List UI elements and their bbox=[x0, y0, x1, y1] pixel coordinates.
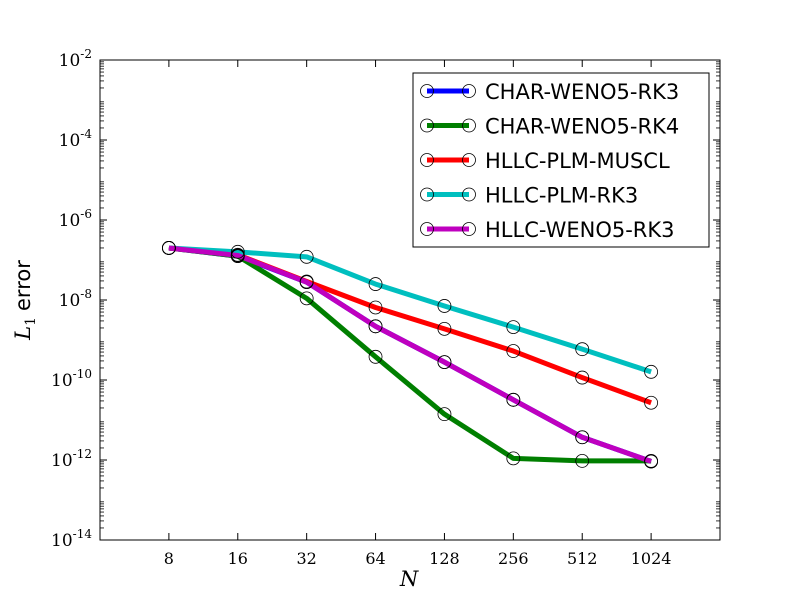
data-point bbox=[575, 430, 590, 445]
data-point bbox=[299, 291, 314, 306]
x-tick-label: 8 bbox=[164, 549, 174, 568]
legend-marker bbox=[462, 222, 476, 236]
data-point bbox=[644, 395, 659, 410]
data-point bbox=[575, 370, 590, 385]
legend-label: CHAR-WENO5-RK3 bbox=[485, 80, 679, 104]
x-tick-label: 64 bbox=[365, 549, 385, 568]
series-line bbox=[168, 245, 652, 464]
data-point bbox=[506, 320, 521, 335]
x-tick-label: 32 bbox=[296, 549, 316, 568]
data-point bbox=[506, 344, 521, 358]
series-line bbox=[168, 245, 652, 375]
data-point bbox=[299, 275, 314, 290]
data-point bbox=[368, 349, 383, 364]
y-tick-label: 10-12 bbox=[51, 447, 92, 471]
data-point bbox=[230, 244, 245, 259]
series-char-weno5-rk4 bbox=[168, 245, 652, 464]
data-point bbox=[506, 392, 521, 407]
data-point bbox=[644, 364, 659, 379]
data-point bbox=[299, 249, 314, 264]
data-point bbox=[644, 454, 659, 469]
y-tick-label: 10-14 bbox=[51, 527, 92, 551]
data-point bbox=[368, 300, 383, 315]
y-tick-label: 10-2 bbox=[59, 47, 92, 71]
legend-label: CHAR-WENO5-RK4 bbox=[485, 115, 679, 139]
y-tick-label: 10-4 bbox=[59, 127, 93, 151]
data-point bbox=[437, 355, 452, 370]
legend-marker bbox=[420, 187, 434, 202]
data-point bbox=[575, 342, 590, 357]
y-tick-label: 10-10 bbox=[51, 367, 92, 391]
legend-label: HLLC-WENO5-RK3 bbox=[485, 218, 675, 242]
data-point bbox=[575, 453, 590, 468]
data-point bbox=[230, 248, 245, 263]
legend-marker bbox=[462, 118, 476, 133]
y-tick-label: 10-6 bbox=[59, 207, 92, 231]
legend-marker bbox=[462, 153, 476, 167]
data-point bbox=[368, 277, 383, 291]
y-axis-label-sub: 1 bbox=[23, 317, 39, 326]
x-tick-label: 256 bbox=[498, 549, 529, 568]
legend-entry: HLLC-PLM-RK3 bbox=[420, 184, 638, 208]
legend-marker bbox=[420, 84, 434, 98]
legend-entry: CHAR-WENO5-RK4 bbox=[420, 115, 679, 139]
legend-label: HLLC-PLM-RK3 bbox=[485, 184, 638, 208]
legend-marker bbox=[420, 118, 434, 133]
series-layer bbox=[161, 241, 659, 469]
x-tick-label: 128 bbox=[429, 549, 460, 568]
markers-hllc-weno5-rk3 bbox=[161, 241, 659, 469]
data-point bbox=[437, 407, 452, 422]
data-point bbox=[437, 299, 452, 313]
data-point bbox=[437, 321, 452, 336]
series-line bbox=[168, 245, 652, 464]
legend-marker bbox=[420, 222, 434, 236]
data-point bbox=[161, 241, 176, 255]
legend-marker bbox=[420, 153, 434, 167]
legend-entry: HLLC-PLM-MUSCL bbox=[420, 149, 670, 173]
y-axis-label: L1 error bbox=[11, 260, 39, 341]
y-axis-label-main: L bbox=[11, 326, 35, 341]
x-tick-label: 16 bbox=[228, 549, 248, 568]
x-tick-label: 1024 bbox=[631, 549, 672, 568]
legend-entry: CHAR-WENO5-RK3 bbox=[420, 80, 679, 104]
legend-entry: HLLC-WENO5-RK3 bbox=[420, 218, 675, 242]
legend-label: HLLC-PLM-MUSCL bbox=[485, 149, 670, 173]
legend: CHAR-WENO5-RK3 CHAR-WENO5-RK4 HLLC-PLM-MUS… bbox=[412, 72, 710, 248]
series-hllc-weno5-rk3 bbox=[168, 245, 652, 464]
series-hllc-plm-rk3 bbox=[168, 245, 652, 375]
data-point bbox=[368, 319, 383, 334]
y-axis-label-text: error bbox=[11, 260, 35, 311]
axes-layer: 8 16 32 64 128 256 512 1024 10-14 10-12 10-10 10-8 1… bbox=[51, 47, 721, 568]
y-tick-label: 10-8 bbox=[59, 287, 92, 311]
legend-marker bbox=[462, 84, 476, 98]
legend-marker bbox=[462, 187, 476, 202]
data-point bbox=[506, 451, 521, 466]
x-tick-label: 512 bbox=[567, 549, 598, 568]
x-axis-label: N bbox=[399, 567, 419, 591]
